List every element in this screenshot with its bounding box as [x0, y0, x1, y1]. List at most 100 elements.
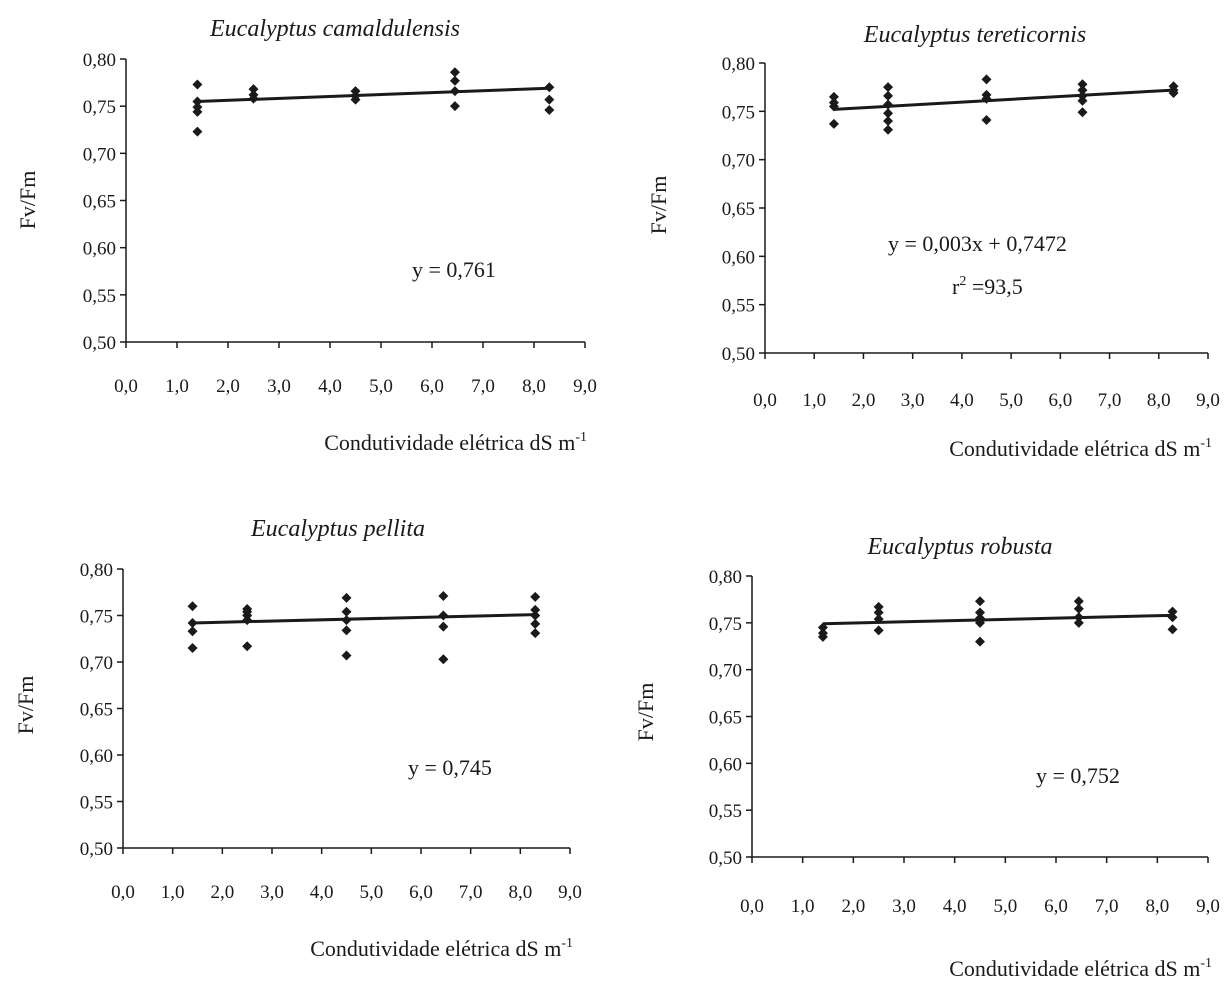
x-axis-label-text: Condutividade elétrica dS m	[310, 936, 561, 961]
x-tick-label: 1,0	[802, 390, 826, 411]
data-point	[544, 82, 555, 93]
x-axis-label: Condutividade elétrica dS m-1	[324, 430, 587, 455]
x-tick-label: 9,0	[1196, 390, 1220, 411]
data-point	[1168, 87, 1179, 98]
y-tick-label: 0,80	[722, 54, 755, 75]
regression-equation: y = 0,003x + 0,7472	[888, 231, 1067, 256]
x-tick-label: 7,0	[459, 882, 483, 903]
x-tick-label: 9,0	[573, 376, 597, 397]
data-point	[242, 615, 253, 626]
data-point	[873, 614, 884, 625]
regression-equation: y = 0,745	[408, 755, 492, 780]
chart-title: Eucalyptus tereticornis	[863, 22, 1086, 48]
data-point	[1073, 612, 1084, 623]
data-point	[530, 628, 541, 639]
data-point	[192, 126, 203, 137]
data-point	[981, 74, 992, 85]
data-point	[873, 601, 884, 612]
data-point	[341, 625, 352, 636]
y-tick-label: 0,60	[80, 746, 113, 767]
data-point	[1077, 95, 1088, 106]
y-tick-label: 0,55	[80, 793, 113, 814]
data-point	[883, 108, 894, 119]
x-tick-label: 7,0	[471, 376, 495, 397]
chart-title: Eucalyptus pellita	[250, 516, 425, 542]
y-tick-label: 0,65	[709, 708, 742, 729]
x-tick-label: 4,0	[950, 390, 974, 411]
x-tick-label: 0,0	[753, 390, 777, 411]
data-point	[1073, 603, 1084, 614]
chart-title: Eucalyptus camaldulensis	[209, 16, 460, 42]
y-tick-label: 0,80	[83, 50, 116, 71]
x-tick-label: 5,0	[999, 390, 1023, 411]
x-tick-label: 2,0	[852, 390, 876, 411]
y-tick-label: 0,75	[83, 97, 116, 118]
data-point	[883, 90, 894, 101]
y-tick-label: 0,75	[709, 614, 742, 635]
data-point	[883, 99, 894, 110]
x-axis-label-superscript: -1	[1200, 956, 1212, 971]
data-point	[449, 75, 460, 86]
x-axis-label: Condutividade elétrica dS m-1	[949, 956, 1212, 981]
data-point	[350, 94, 361, 105]
data-point	[438, 610, 449, 621]
x-tick-label: 1,0	[165, 376, 189, 397]
x-tick-label: 0,0	[740, 896, 764, 917]
data-point	[828, 91, 839, 102]
x-axis-label: Condutividade elétrica dS m-1	[949, 436, 1212, 461]
data-point	[873, 607, 884, 618]
data-point	[1167, 624, 1178, 635]
x-tick-label: 4,0	[318, 376, 342, 397]
y-tick-label: 0,60	[722, 247, 755, 268]
y-tick-label: 0,65	[83, 192, 116, 213]
y-tick-label: 0,60	[83, 239, 116, 260]
y-axis-label: Fv/Fm	[15, 171, 40, 230]
x-tick-label: 4,0	[943, 896, 967, 917]
data-point	[341, 650, 352, 661]
data-point	[449, 101, 460, 112]
y-tick-label: 0,75	[80, 607, 113, 628]
data-point	[341, 592, 352, 603]
x-tick-label: 2,0	[216, 376, 240, 397]
x-tick-label: 0,0	[114, 376, 138, 397]
y-tick-label: 0,70	[709, 661, 742, 682]
x-tick-label: 1,0	[791, 896, 815, 917]
x-tick-label: 0,0	[111, 882, 135, 903]
x-tick-label: 1,0	[161, 882, 185, 903]
y-tick-label: 0,55	[722, 296, 755, 317]
x-tick-label: 5,0	[993, 896, 1017, 917]
y-tick-label: 0,65	[80, 700, 113, 721]
data-point	[242, 641, 253, 652]
data-point	[438, 590, 449, 601]
x-tick-label: 4,0	[310, 882, 334, 903]
data-point	[1073, 617, 1084, 628]
x-axis-label-text: Condutividade elétrica dS m	[324, 430, 575, 455]
x-tick-label: 6,0	[409, 882, 433, 903]
data-point	[438, 654, 449, 665]
data-point	[544, 104, 555, 115]
data-point	[530, 604, 541, 615]
x-tick-label: 5,0	[369, 376, 393, 397]
data-point	[883, 116, 894, 126]
y-tick-label: 0,50	[83, 333, 116, 354]
data-point	[449, 86, 460, 97]
y-tick-label: 0,60	[709, 754, 742, 775]
y-tick-label: 0,55	[709, 801, 742, 822]
data-point	[883, 82, 894, 93]
data-point	[248, 84, 259, 95]
data-point	[187, 643, 198, 654]
chart-panel: Eucalyptus tereticornis Fv/Fm Condutivid…	[646, 22, 1220, 461]
x-tick-label: 3,0	[260, 882, 284, 903]
trend-line	[833, 88, 1174, 111]
y-tick-label: 0,70	[80, 653, 113, 674]
x-axis-label-text: Condutividade elétrica dS m	[949, 956, 1200, 981]
y-tick-label: 0,50	[722, 344, 755, 365]
x-tick-label: 3,0	[267, 376, 291, 397]
data-point	[248, 93, 259, 104]
data-point	[975, 607, 985, 618]
r-squared-label: r2 =93,5	[952, 274, 1023, 299]
y-tick-label: 0,50	[80, 839, 113, 860]
y-tick-label: 0,80	[80, 560, 113, 581]
data-point	[975, 596, 985, 607]
data-point	[341, 615, 352, 626]
